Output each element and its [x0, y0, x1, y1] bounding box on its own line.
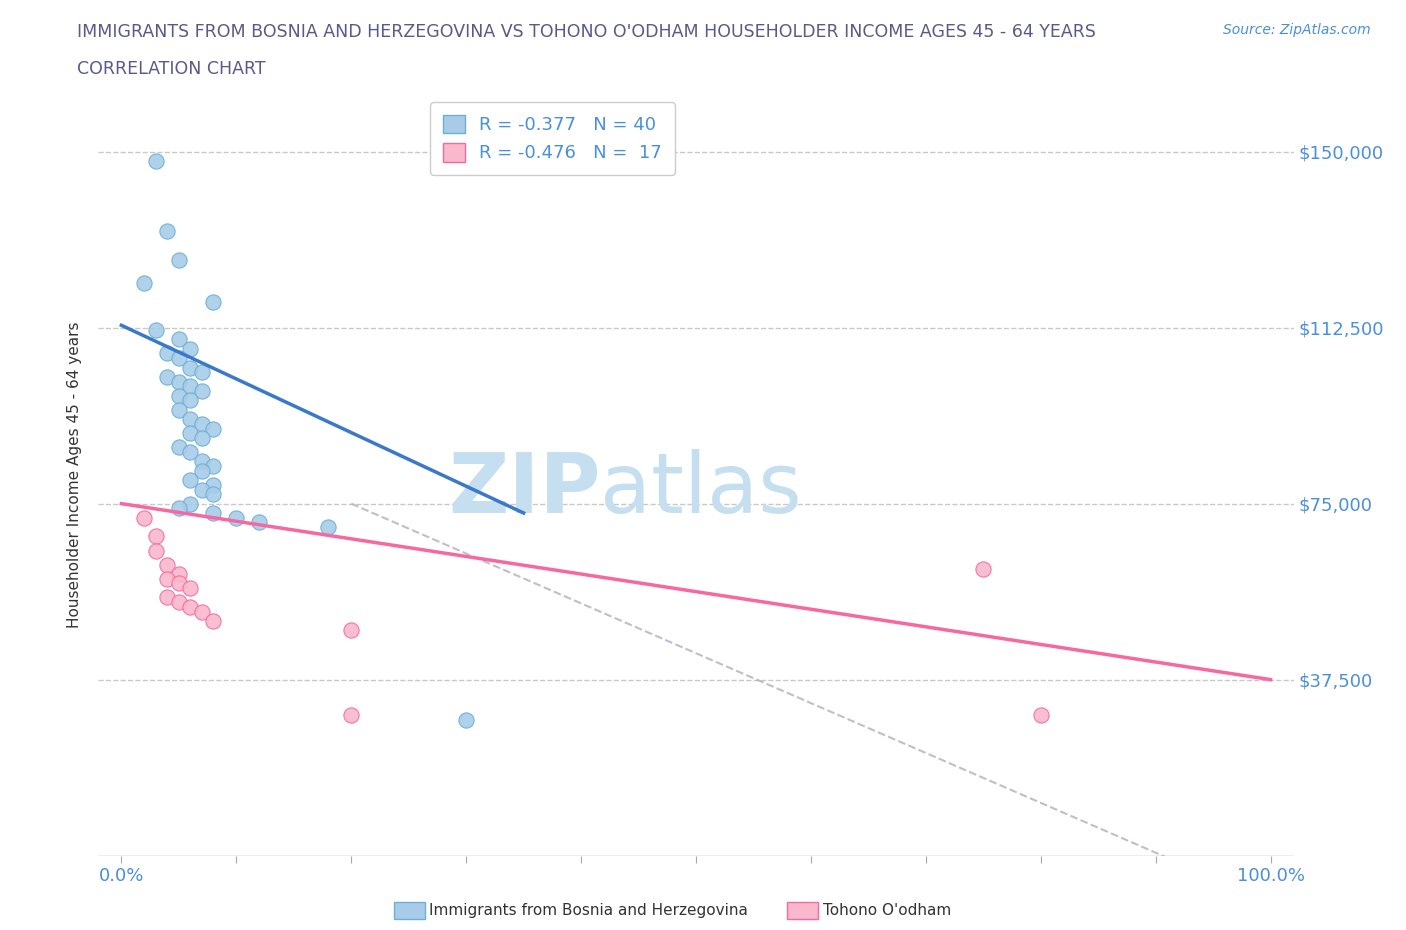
Point: [167, 252, 190, 267]
Point: [179, 445, 201, 459]
Point: [167, 374, 190, 389]
Point: [156, 346, 179, 361]
Point: [191, 604, 214, 619]
Point: [167, 332, 190, 347]
Point: [202, 421, 225, 436]
Point: [179, 360, 201, 375]
Point: [191, 431, 214, 445]
Point: [179, 341, 201, 356]
Point: [456, 712, 478, 727]
Point: [202, 295, 225, 310]
Point: [179, 379, 201, 393]
Point: [191, 383, 214, 398]
Point: [202, 458, 225, 473]
Point: [191, 365, 214, 379]
Point: [191, 454, 214, 469]
Text: Immigrants from Bosnia and Herzegovina: Immigrants from Bosnia and Herzegovina: [429, 903, 748, 918]
Point: [167, 351, 190, 365]
Point: [340, 623, 363, 638]
Point: [179, 497, 201, 512]
Point: [156, 557, 179, 572]
Text: Source: ZipAtlas.com: Source: ZipAtlas.com: [1223, 23, 1371, 37]
Point: [247, 515, 270, 530]
Point: [167, 440, 190, 455]
Text: Tohono O'odham: Tohono O'odham: [823, 903, 950, 918]
Point: [202, 486, 225, 501]
Point: [134, 511, 156, 525]
Point: [167, 595, 190, 610]
Point: [167, 403, 190, 418]
Text: CORRELATION CHART: CORRELATION CHART: [77, 60, 266, 78]
Point: [179, 393, 201, 408]
Point: [179, 412, 201, 427]
Point: [202, 614, 225, 629]
Y-axis label: Householder Income Ages 45 - 64 years: Householder Income Ages 45 - 64 years: [67, 321, 83, 628]
Point: [972, 562, 994, 577]
Text: IMMIGRANTS FROM BOSNIA AND HERZEGOVINA VS TOHONO O'ODHAM HOUSEHOLDER INCOME AGES: IMMIGRANTS FROM BOSNIA AND HERZEGOVINA V…: [77, 23, 1097, 41]
Point: [145, 323, 167, 338]
Text: ZIP: ZIP: [449, 449, 600, 530]
Point: [340, 708, 363, 723]
Point: [202, 506, 225, 521]
Point: [316, 520, 339, 535]
Point: [167, 388, 190, 403]
Point: [191, 482, 214, 497]
Point: [225, 511, 247, 525]
Point: [191, 463, 214, 478]
Point: [1029, 708, 1052, 723]
Point: [167, 501, 190, 516]
Point: [145, 529, 167, 544]
Point: [179, 600, 201, 615]
Point: [179, 472, 201, 487]
Point: [156, 571, 179, 586]
Point: [202, 477, 225, 492]
Legend: R = -0.377   N = 40, R = -0.476   N =  17: R = -0.377 N = 40, R = -0.476 N = 17: [430, 102, 675, 175]
Point: [179, 580, 201, 595]
Point: [179, 426, 201, 441]
Point: [167, 576, 190, 591]
Point: [191, 417, 214, 432]
Point: [156, 590, 179, 604]
Point: [145, 543, 167, 558]
Point: [145, 153, 167, 168]
Text: atlas: atlas: [600, 449, 801, 530]
Point: [156, 224, 179, 239]
Point: [167, 566, 190, 581]
Point: [134, 275, 156, 290]
Point: [156, 369, 179, 384]
